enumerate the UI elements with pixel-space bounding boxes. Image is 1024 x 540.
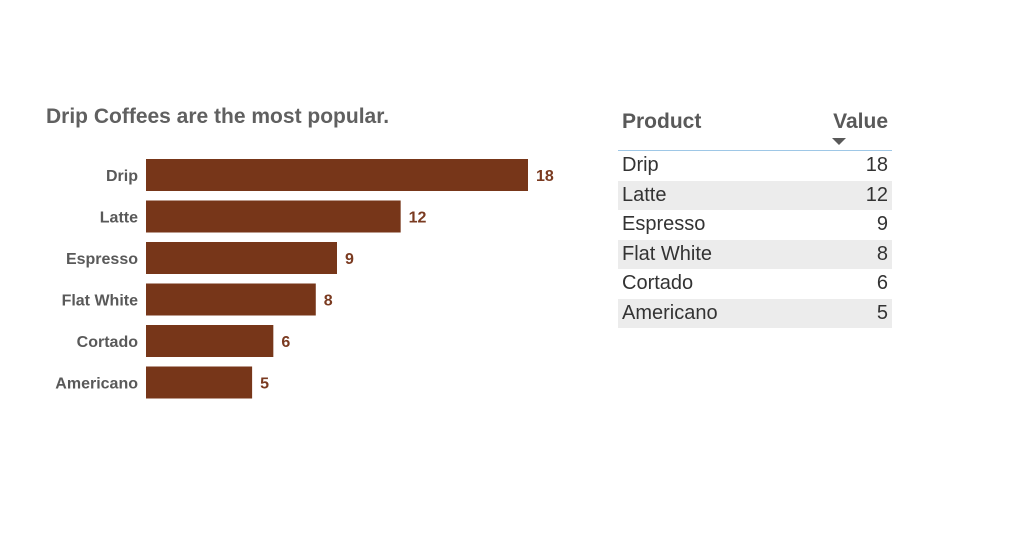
data-label: 12 [409, 210, 427, 227]
data-label: 9 [345, 251, 354, 268]
table-row[interactable]: Americano 5 [618, 298, 892, 328]
category-label: Latte [100, 210, 138, 227]
bar-drip[interactable] [146, 159, 528, 191]
cell-value: 9 [876, 213, 888, 235]
category-label: Cortado [77, 334, 139, 351]
data-table: Product Value Drip 18 Latte 12 Espresso … [618, 108, 892, 328]
data-label: 8 [324, 293, 333, 310]
cell-product: Latte [622, 183, 667, 206]
table-row[interactable]: Espresso 9 [618, 210, 892, 240]
column-header-value[interactable]: Value [833, 110, 888, 133]
table-row[interactable]: Cortado 6 [618, 269, 892, 299]
table-row[interactable]: Drip 18 [618, 151, 892, 181]
data-label: 5 [260, 376, 269, 393]
category-label: Drip [106, 168, 138, 185]
table-row[interactable]: Latte 12 [618, 180, 892, 210]
column-header-product[interactable]: Product [622, 110, 702, 133]
category-label: Flat White [62, 293, 139, 310]
bar-espresso[interactable] [146, 242, 337, 274]
cell-value: 18 [865, 154, 888, 176]
data-label: 18 [536, 168, 554, 185]
chart-title: Drip Coffees are the most popular. [46, 105, 390, 128]
table-header: Product Value [618, 108, 892, 151]
cell-value: 6 [876, 272, 888, 294]
sort-descending-icon[interactable] [832, 138, 846, 145]
table-row[interactable]: Flat White 8 [618, 239, 892, 269]
cell-value: 5 [876, 301, 888, 324]
category-label: Espresso [66, 251, 138, 268]
data-label: 6 [281, 334, 290, 351]
cell-product: Americano [622, 301, 718, 324]
cell-product: Drip [622, 154, 659, 176]
bar-cortado[interactable] [146, 325, 274, 357]
cell-product: Cortado [622, 272, 694, 294]
cell-value: 8 [876, 242, 888, 265]
category-label: Americano [55, 376, 138, 393]
cell-product: Flat White [622, 242, 713, 265]
cell-product: Espresso [622, 213, 706, 235]
bar-chart: Drip 18 Latte 12 Espresso 9 Flat White 8 Cortado… [55, 159, 554, 399]
bar-flat-white[interactable] [146, 283, 316, 316]
cell-value: 12 [865, 183, 888, 206]
bar-latte[interactable] [146, 200, 401, 233]
bar-americano[interactable] [146, 366, 253, 399]
